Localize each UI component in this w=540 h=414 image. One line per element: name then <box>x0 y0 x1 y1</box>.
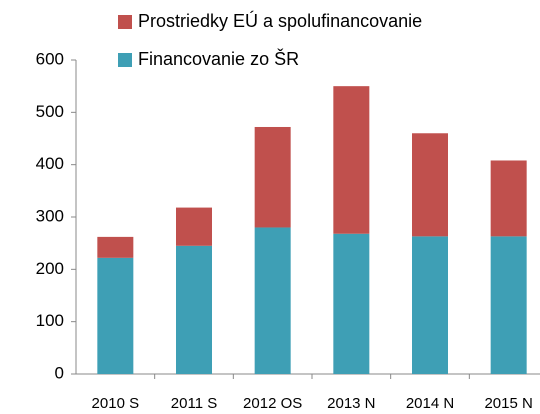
y-tick-label: 600 <box>36 49 64 68</box>
bar-segment <box>254 227 291 374</box>
x-tick-label: 2013 N <box>327 395 375 412</box>
y-tick-label: 400 <box>36 154 64 173</box>
bar-segment <box>97 236 134 258</box>
bar-segment <box>490 236 527 374</box>
bar-segment <box>333 233 370 374</box>
bar-segment <box>254 126 291 228</box>
y-tick-label: 500 <box>36 102 64 121</box>
y-tick-label: 300 <box>36 206 64 225</box>
x-tick-label: 2010 S <box>92 395 140 412</box>
y-tick-label: 100 <box>36 311 64 330</box>
y-tick-label: 200 <box>36 259 64 278</box>
y-tick-label: 0 <box>55 363 64 382</box>
legend-label: Financovanie zo ŠR <box>138 48 299 69</box>
x-tick-label: 2014 N <box>406 395 454 412</box>
bar-segment <box>97 257 134 374</box>
x-tick-label: 2011 S <box>171 395 217 412</box>
bar-segment <box>176 245 212 374</box>
x-tick-label: 2012 OS <box>243 395 302 412</box>
bar-segment <box>333 86 370 234</box>
bar-segment <box>490 160 527 237</box>
bar-segment <box>412 133 448 237</box>
x-tick-label: 2015 N <box>484 395 532 412</box>
bar-segment <box>412 236 448 374</box>
legend-swatch <box>118 15 132 29</box>
legend-swatch <box>118 53 132 67</box>
legend-label: Prostriedky EÚ a spolufinancovanie <box>138 10 422 31</box>
bar-segment <box>176 207 212 246</box>
